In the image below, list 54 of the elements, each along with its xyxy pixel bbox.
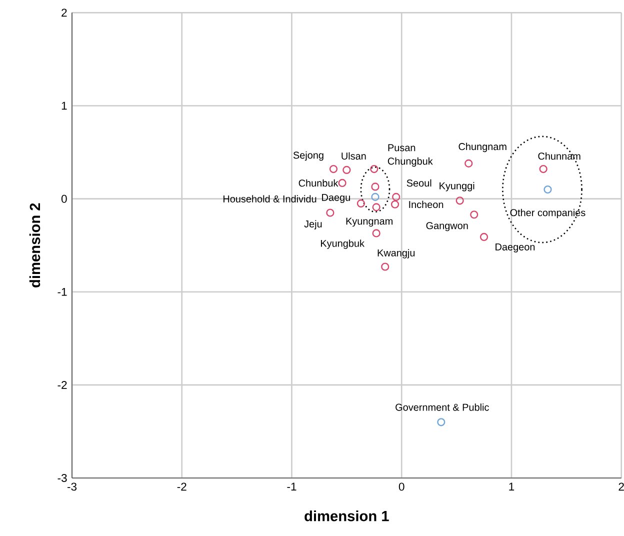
point [390,200,400,208]
y-tick-label: -1 [58,288,67,296]
annotation: Chunnam [538,152,580,160]
y-tick-label: -3 [58,474,67,482]
annotation: Chungbuk [388,157,433,167]
annotation: Kyungnam [346,218,392,227]
annotation: Other companies [510,208,586,218]
annotation: Daegeon [496,243,535,252]
point [371,192,380,201]
x-tick-label: 1 [509,482,514,490]
y-tick-label: 1 [62,102,67,110]
y-tick-label: 0 [61,194,67,203]
point [470,210,478,219]
point [326,208,334,217]
point [371,182,380,191]
annotation: Kyungbuk [320,240,364,249]
annotation: Incheon [409,200,444,208]
annotation: Ulsan [342,152,366,160]
annotation: Kyunggi [440,182,474,192]
x-tick-label: -2 [177,482,186,491]
annotation: Government & Public [396,404,489,411]
y-tick-label: -2 [58,381,67,389]
point [356,199,366,208]
point [338,178,346,188]
x-tick-label: -1 [287,482,296,490]
point [370,164,378,174]
y-tick-label: 2 [62,8,67,17]
point [381,262,390,271]
point [544,185,552,194]
point [372,229,380,238]
point [464,159,473,168]
point [392,192,400,201]
point [372,203,380,212]
x-axis-title: dimension 1 [304,510,389,522]
x-tick-label: 0 [398,482,404,491]
annotation: Gangwon [426,222,468,232]
annotation: Chungnam [458,142,506,152]
annotation: Jeju [304,220,322,230]
point [539,164,548,174]
annotation: Sejong [293,151,324,161]
annotation: Household & Individu [223,195,316,202]
annotation: Daegu [322,194,350,203]
point [329,164,338,174]
annotation: Seoul [406,179,432,187]
annotation: Chunbuk [298,179,338,187]
point [437,418,446,426]
x-tick-label: -3 [67,482,77,491]
point [480,232,488,242]
x-tick-label: 2 [618,482,624,491]
point [342,166,351,174]
annotation: Kwangju [378,249,415,258]
y-axis-title: dimension 2 [29,203,40,288]
point [456,196,464,205]
annotation: Pusan [388,144,416,152]
